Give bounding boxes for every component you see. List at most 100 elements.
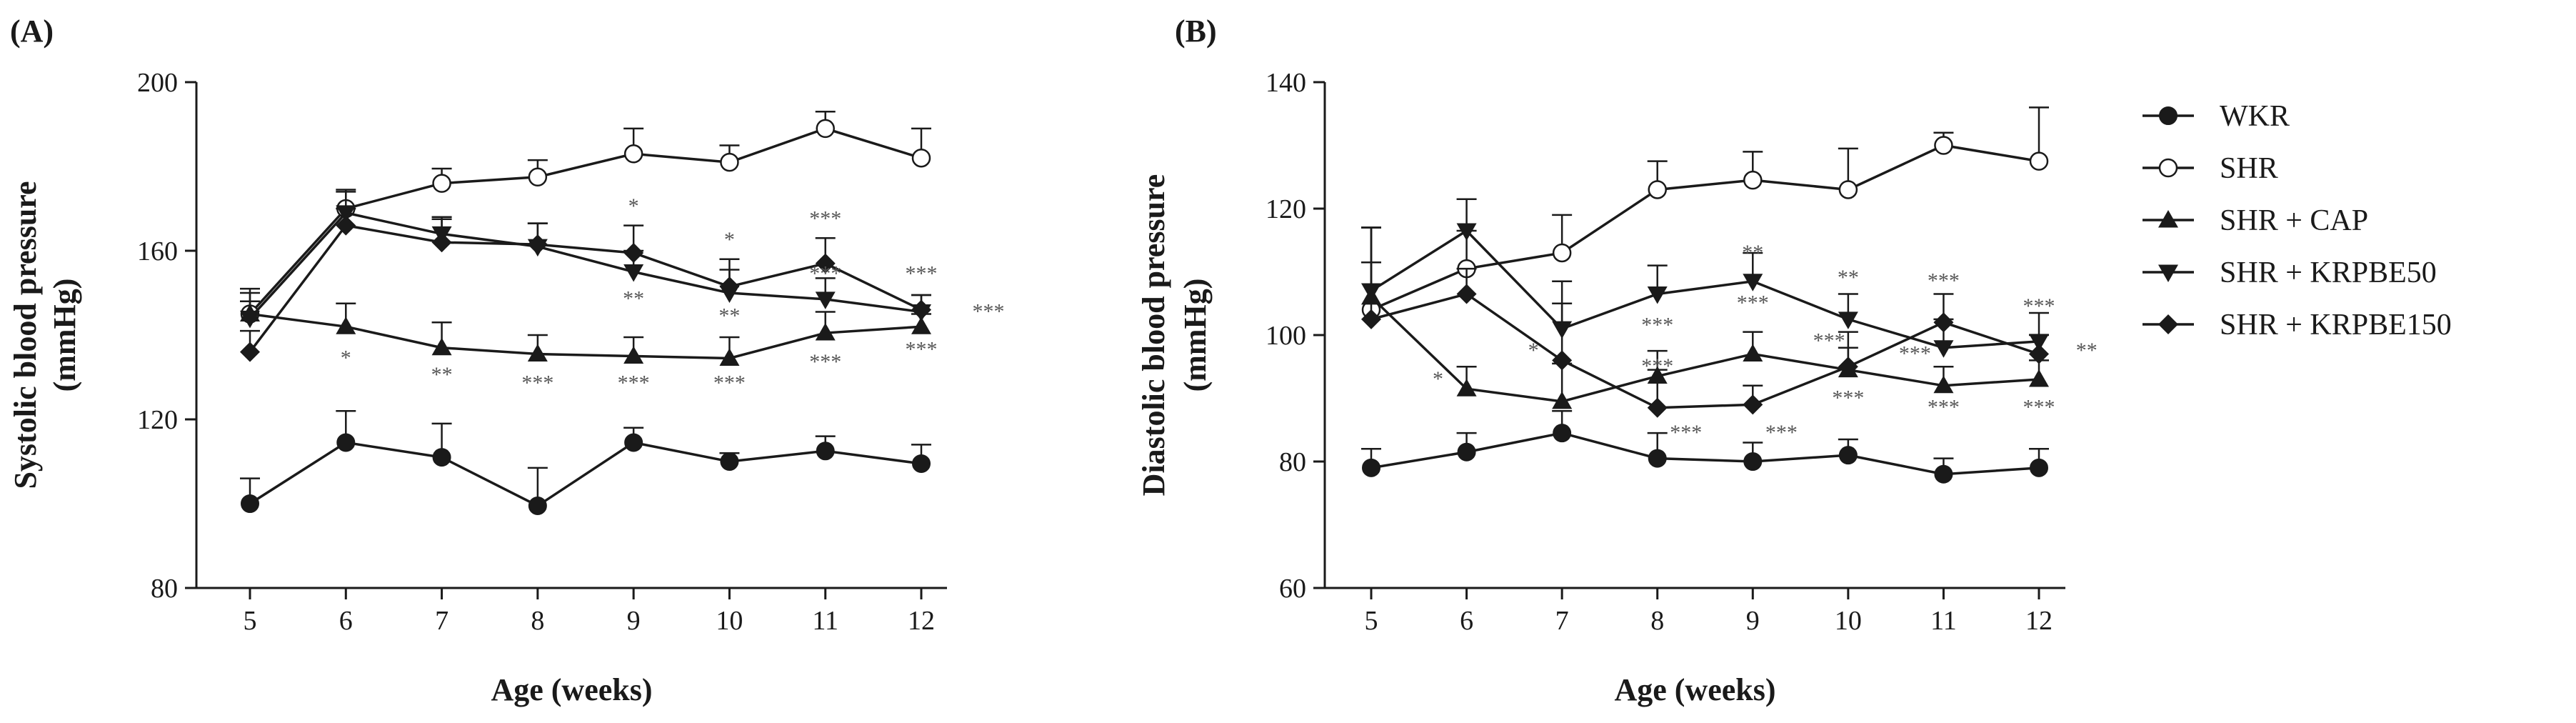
significance-annotation: *** xyxy=(1641,354,1673,378)
data-point xyxy=(1933,312,1954,333)
y-tick-label: 100 xyxy=(1266,321,1306,351)
legend-label: SHR + CAP xyxy=(2220,204,2368,237)
y-tick-label: 120 xyxy=(137,405,178,435)
data-point xyxy=(1934,136,1953,155)
significance-annotation: ** xyxy=(2076,339,2098,362)
significance-annotation: *** xyxy=(521,372,553,395)
data-point xyxy=(1456,379,1477,397)
series-line xyxy=(1370,432,2040,476)
data-point xyxy=(1838,180,1858,199)
data-point xyxy=(720,152,739,172)
data-point xyxy=(432,448,451,467)
significance-annotation: *** xyxy=(906,338,938,362)
legend-entry-shr-cap: SHR + CAP xyxy=(2143,204,2368,237)
x-axis-label: Age (weeks) xyxy=(491,672,652,707)
data-point xyxy=(1647,286,1668,304)
data-point xyxy=(816,119,835,139)
series-line xyxy=(249,312,922,360)
legend-entry-shr: SHR xyxy=(2143,152,2278,185)
data-point xyxy=(911,316,931,334)
legend-marker xyxy=(2158,264,2178,282)
data-point xyxy=(1456,223,1477,241)
legend-label: SHR + KRPBE150 xyxy=(2220,309,2452,341)
data-point xyxy=(1743,452,1763,471)
data-point xyxy=(1553,424,1572,443)
significance-annotation: *** xyxy=(973,299,1005,323)
legend-marker xyxy=(2159,106,2177,125)
legend: WKR SHR SHR + CAP SHR + KRPBE50 SHR + KRPBE1… xyxy=(2143,100,2452,341)
data-point xyxy=(624,433,643,452)
series-shr-krpbe150 xyxy=(1361,261,2049,418)
significance-annotation: *** xyxy=(618,372,650,395)
x-axis-label: Age (weeks) xyxy=(1614,672,1775,707)
panel-label: (B) xyxy=(1175,14,1217,49)
legend-marker xyxy=(2158,158,2178,178)
data-point xyxy=(815,253,836,274)
y-axis-label: Diastolic blood pressure xyxy=(1136,174,1171,497)
y-axis-unit-label: (mmHg) xyxy=(1178,279,1213,392)
data-point xyxy=(623,346,644,364)
significance-annotation: *** xyxy=(1737,291,1769,315)
x-tick-label: 6 xyxy=(339,606,353,636)
data-point xyxy=(2029,344,2049,364)
data-point xyxy=(336,316,356,334)
significance-annotation: *** xyxy=(1928,269,1960,293)
data-point xyxy=(815,323,836,341)
data-point xyxy=(1552,391,1573,409)
data-point xyxy=(1552,243,1572,263)
data-point xyxy=(527,344,548,362)
series-shr-krpbe50 xyxy=(1361,198,2049,358)
legend-marker xyxy=(2158,210,2178,228)
x-tick-label: 5 xyxy=(244,606,257,636)
series-wkr xyxy=(1361,409,2049,484)
significance-annotation: * xyxy=(724,228,735,251)
data-point xyxy=(911,148,931,168)
y-tick-label: 80 xyxy=(151,574,178,604)
x-tick-label: 7 xyxy=(435,606,448,636)
data-point xyxy=(911,299,931,320)
y-tick-label: 200 xyxy=(137,68,178,98)
panel-label: (A) xyxy=(10,14,54,49)
data-point xyxy=(623,264,644,282)
series-line xyxy=(1370,229,2040,349)
legend-label: WKR xyxy=(2220,100,2290,133)
significance-annotation: * xyxy=(1433,367,1443,391)
series-shr xyxy=(1361,106,2049,319)
data-point xyxy=(1743,344,1763,362)
panel-a: (A) 80 120 160 200 5 6 7 8 9 10 11 12 Age (weeks) Syst… xyxy=(8,14,1005,707)
data-point xyxy=(1552,350,1573,371)
significance-annotation: ** xyxy=(623,287,644,311)
data-point xyxy=(623,144,643,164)
x-tick-label: 11 xyxy=(812,606,838,636)
significance-annotation: *** xyxy=(713,372,746,395)
data-point xyxy=(1648,449,1667,468)
y-axis-label: Systolic blood pressure xyxy=(8,181,43,489)
significance-annotation: *** xyxy=(809,350,841,374)
data-point xyxy=(528,167,548,186)
series-line xyxy=(249,441,922,507)
significance-annotation: * xyxy=(628,194,639,218)
series-shr-krpbe150 xyxy=(240,207,931,362)
y-tick-label: 60 xyxy=(1279,574,1306,604)
data-point xyxy=(1838,446,1858,465)
significance-annotation: *** xyxy=(1928,396,1960,419)
data-point xyxy=(1933,375,1954,394)
data-point xyxy=(1457,442,1476,462)
y-axis-unit-label: (mmHg) xyxy=(47,279,82,392)
y-tick-label: 80 xyxy=(1279,447,1306,477)
series-line xyxy=(249,127,922,315)
significance-annotation: *** xyxy=(1899,341,1931,365)
x-tick-label: 11 xyxy=(1930,606,1957,636)
data-point xyxy=(1743,394,1763,415)
series-line xyxy=(249,211,922,319)
data-point xyxy=(912,454,931,473)
data-point xyxy=(1838,356,1858,377)
data-point xyxy=(240,341,260,362)
x-tick-label: 10 xyxy=(716,606,743,636)
series-shr-cap xyxy=(240,291,931,366)
significance-annotation: ** xyxy=(1838,266,1859,289)
legend-entry-shr-krpbe50: SHR + KRPBE50 xyxy=(2143,256,2437,289)
x-tick-label: 8 xyxy=(531,606,544,636)
significance-annotation: ** xyxy=(718,304,740,327)
x-tick-label: 6 xyxy=(1460,606,1473,636)
